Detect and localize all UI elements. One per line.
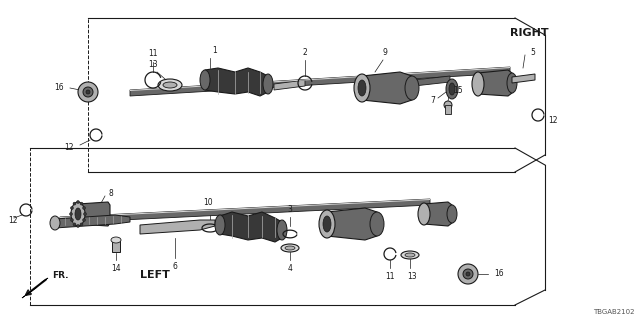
- Text: 4: 4: [287, 264, 292, 273]
- Polygon shape: [274, 80, 305, 90]
- Ellipse shape: [158, 79, 182, 91]
- Text: 12: 12: [65, 142, 74, 151]
- Circle shape: [73, 202, 76, 205]
- Ellipse shape: [215, 215, 225, 235]
- Circle shape: [444, 101, 452, 109]
- Text: 9: 9: [383, 48, 387, 57]
- Ellipse shape: [354, 74, 370, 102]
- Polygon shape: [512, 74, 535, 83]
- Circle shape: [83, 219, 86, 221]
- Polygon shape: [205, 68, 268, 96]
- Ellipse shape: [319, 210, 335, 238]
- Circle shape: [83, 206, 86, 210]
- Ellipse shape: [370, 212, 384, 236]
- Polygon shape: [327, 208, 377, 240]
- Ellipse shape: [449, 83, 455, 95]
- Text: RIGHT: RIGHT: [510, 28, 548, 38]
- Ellipse shape: [75, 208, 81, 220]
- Ellipse shape: [50, 216, 60, 230]
- Circle shape: [77, 225, 79, 228]
- Ellipse shape: [200, 70, 210, 90]
- Circle shape: [83, 87, 93, 97]
- Text: FR.: FR.: [52, 271, 68, 281]
- Text: 5: 5: [530, 47, 535, 57]
- Ellipse shape: [446, 79, 458, 99]
- Polygon shape: [130, 67, 510, 91]
- Text: 11: 11: [148, 49, 157, 58]
- Polygon shape: [414, 76, 450, 86]
- Text: 13: 13: [148, 60, 158, 69]
- Ellipse shape: [405, 76, 419, 100]
- Polygon shape: [112, 240, 120, 252]
- Text: 7: 7: [430, 95, 435, 105]
- Ellipse shape: [263, 74, 273, 94]
- Text: 1: 1: [212, 46, 218, 55]
- Polygon shape: [220, 212, 282, 242]
- Circle shape: [70, 206, 74, 210]
- Text: 12: 12: [8, 215, 17, 225]
- Circle shape: [70, 212, 72, 215]
- Polygon shape: [22, 278, 48, 298]
- Text: 16: 16: [54, 83, 64, 92]
- Circle shape: [80, 202, 83, 205]
- Polygon shape: [362, 72, 412, 104]
- Text: 11: 11: [385, 272, 395, 281]
- Circle shape: [83, 212, 86, 215]
- Circle shape: [466, 272, 470, 276]
- Text: 12: 12: [548, 116, 557, 124]
- Ellipse shape: [281, 244, 299, 252]
- Polygon shape: [60, 199, 430, 218]
- Ellipse shape: [71, 202, 85, 226]
- Ellipse shape: [405, 253, 415, 257]
- Text: 14: 14: [111, 264, 121, 273]
- Ellipse shape: [163, 82, 177, 88]
- Circle shape: [80, 223, 83, 226]
- Polygon shape: [424, 202, 452, 226]
- Ellipse shape: [277, 220, 287, 240]
- Circle shape: [77, 201, 79, 204]
- Text: 13: 13: [407, 272, 417, 281]
- Circle shape: [70, 219, 74, 221]
- Ellipse shape: [358, 80, 366, 96]
- Polygon shape: [478, 70, 512, 96]
- Text: 16: 16: [494, 269, 504, 278]
- Polygon shape: [130, 67, 510, 96]
- Circle shape: [73, 223, 76, 226]
- Circle shape: [86, 90, 90, 94]
- Text: 10: 10: [203, 198, 213, 207]
- Ellipse shape: [323, 216, 331, 232]
- Text: 8: 8: [108, 188, 113, 197]
- Text: 3: 3: [287, 205, 292, 214]
- Ellipse shape: [472, 72, 484, 96]
- Polygon shape: [78, 202, 110, 226]
- Ellipse shape: [401, 251, 419, 259]
- Polygon shape: [140, 220, 215, 234]
- Ellipse shape: [418, 203, 430, 225]
- Ellipse shape: [447, 205, 457, 223]
- Circle shape: [458, 264, 478, 284]
- Polygon shape: [445, 105, 451, 114]
- Ellipse shape: [507, 73, 517, 93]
- Ellipse shape: [111, 237, 121, 243]
- Text: LEFT: LEFT: [140, 270, 170, 280]
- Text: 2: 2: [303, 48, 307, 57]
- Text: 15: 15: [453, 85, 463, 94]
- Polygon shape: [55, 215, 130, 228]
- Polygon shape: [60, 199, 430, 223]
- Circle shape: [78, 82, 98, 102]
- Circle shape: [463, 269, 473, 279]
- Text: TBGAB2102: TBGAB2102: [593, 309, 635, 315]
- Text: 6: 6: [173, 262, 177, 271]
- Ellipse shape: [285, 246, 295, 250]
